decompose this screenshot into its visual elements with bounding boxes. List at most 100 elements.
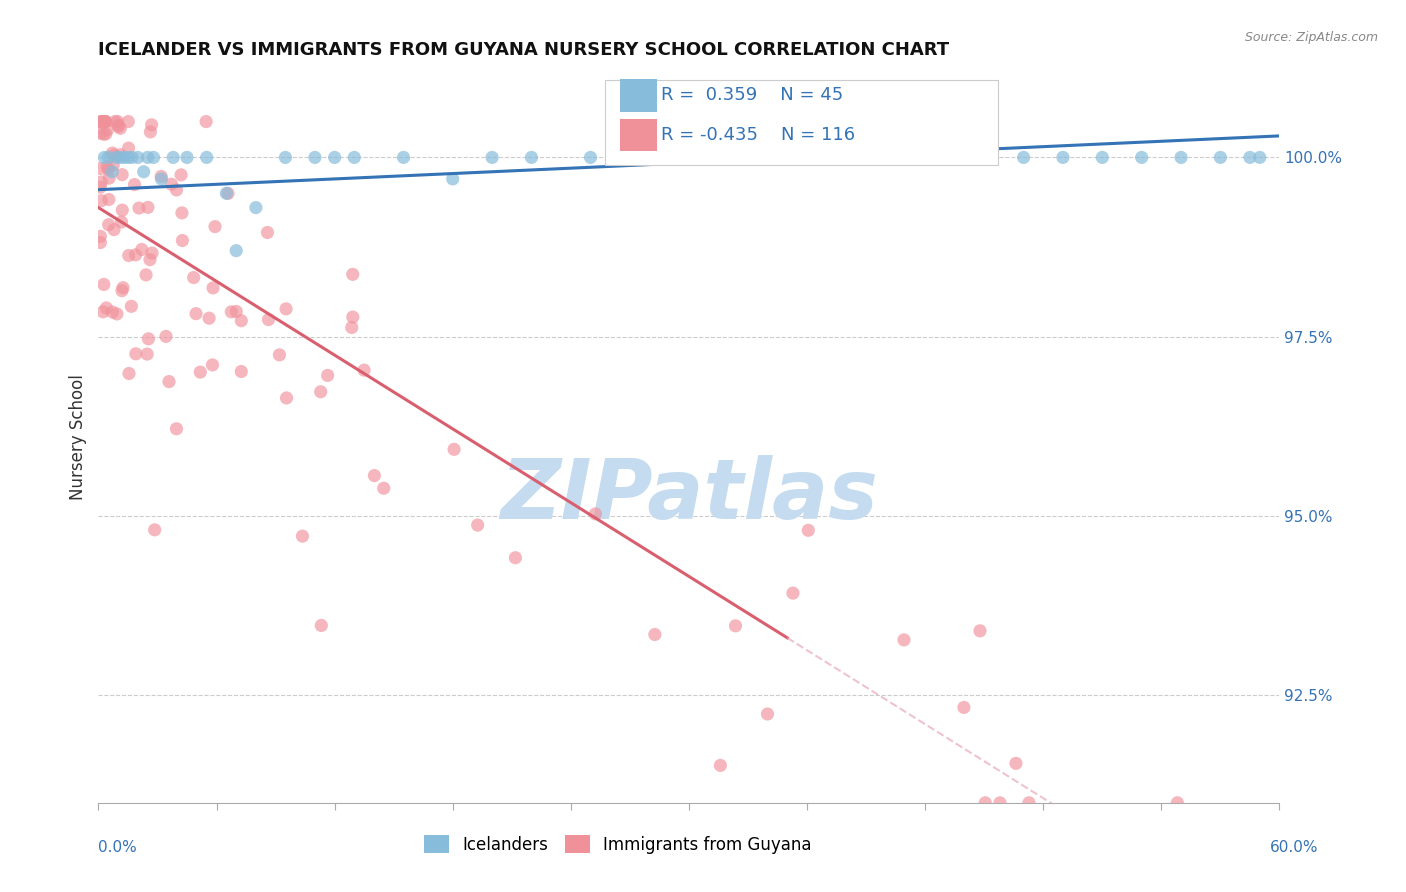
- Point: [183, 270, 205, 285]
- Point: [204, 219, 226, 234]
- Point: [103, 222, 125, 236]
- Point: [103, 148, 125, 162]
- Point: [215, 186, 238, 201]
- Point: [117, 114, 139, 128]
- Point: [638, 150, 661, 164]
- Point: [893, 632, 915, 647]
- Point: [756, 706, 779, 721]
- Point: [132, 165, 155, 179]
- Point: [90, 175, 112, 189]
- Text: R = -0.435    N = 116: R = -0.435 N = 116: [661, 126, 855, 144]
- Point: [974, 796, 997, 810]
- Point: [93, 277, 115, 292]
- Point: [124, 178, 146, 192]
- Point: [108, 150, 131, 164]
- Point: [835, 150, 858, 164]
- Point: [342, 310, 364, 324]
- Point: [914, 150, 936, 164]
- Point: [1166, 796, 1188, 810]
- Point: [125, 347, 148, 361]
- Point: [737, 150, 759, 164]
- Point: [217, 186, 239, 201]
- Text: ZIPatlas: ZIPatlas: [501, 455, 877, 536]
- Point: [118, 367, 141, 381]
- Point: [195, 150, 218, 164]
- Point: [198, 311, 221, 326]
- Point: [110, 215, 132, 229]
- Point: [585, 507, 607, 521]
- Point: [274, 150, 297, 164]
- Point: [117, 150, 139, 164]
- Point: [90, 115, 112, 129]
- Point: [97, 150, 120, 164]
- Point: [155, 329, 177, 343]
- Point: [392, 150, 415, 164]
- Point: [96, 301, 118, 315]
- Point: [157, 375, 180, 389]
- Point: [373, 481, 395, 495]
- Point: [1012, 150, 1035, 164]
- Point: [110, 121, 132, 136]
- Point: [644, 627, 666, 641]
- Point: [221, 305, 243, 319]
- Point: [150, 172, 173, 186]
- Point: [111, 203, 134, 218]
- Point: [1239, 150, 1261, 164]
- Point: [184, 307, 207, 321]
- Point: [274, 301, 297, 316]
- Point: [316, 368, 339, 383]
- Point: [89, 180, 111, 194]
- Point: [170, 168, 193, 182]
- Point: [139, 125, 162, 139]
- Point: [579, 150, 602, 164]
- Point: [225, 244, 247, 258]
- Text: R =  0.359    N = 45: R = 0.359 N = 45: [661, 87, 844, 104]
- Point: [796, 150, 818, 164]
- Point: [141, 118, 163, 132]
- Point: [96, 160, 118, 174]
- Text: Source: ZipAtlas.com: Source: ZipAtlas.com: [1244, 31, 1378, 45]
- Point: [166, 183, 188, 197]
- Point: [111, 284, 134, 298]
- Point: [1249, 150, 1271, 164]
- Point: [136, 150, 159, 164]
- Point: [257, 312, 280, 326]
- Point: [150, 169, 173, 184]
- Point: [353, 363, 375, 377]
- Point: [96, 122, 118, 136]
- Point: [89, 161, 111, 176]
- Point: [309, 384, 332, 399]
- Point: [1130, 150, 1153, 164]
- Point: [505, 550, 527, 565]
- Point: [467, 518, 489, 533]
- Point: [658, 150, 681, 164]
- Point: [520, 150, 543, 164]
- Point: [101, 165, 124, 179]
- Point: [118, 248, 141, 262]
- Point: [131, 243, 153, 257]
- Point: [101, 146, 124, 161]
- Point: [101, 305, 124, 319]
- Point: [195, 114, 218, 128]
- Point: [304, 150, 326, 164]
- Point: [311, 618, 333, 632]
- Point: [94, 114, 117, 128]
- Point: [481, 150, 503, 164]
- Point: [172, 234, 194, 248]
- Point: [97, 162, 120, 177]
- Point: [170, 206, 193, 220]
- Point: [709, 758, 731, 772]
- Point: [143, 523, 166, 537]
- Legend: Icelanders, Immigrants from Guyana: Icelanders, Immigrants from Guyana: [418, 829, 818, 860]
- Point: [343, 150, 366, 164]
- Point: [1005, 756, 1028, 771]
- Point: [441, 172, 464, 186]
- Point: [231, 314, 253, 328]
- Point: [124, 248, 146, 262]
- Point: [166, 422, 188, 436]
- Point: [98, 171, 121, 186]
- Point: [104, 114, 127, 128]
- Point: [1018, 796, 1040, 810]
- Text: 60.0%: 60.0%: [1271, 840, 1319, 855]
- Point: [291, 529, 314, 543]
